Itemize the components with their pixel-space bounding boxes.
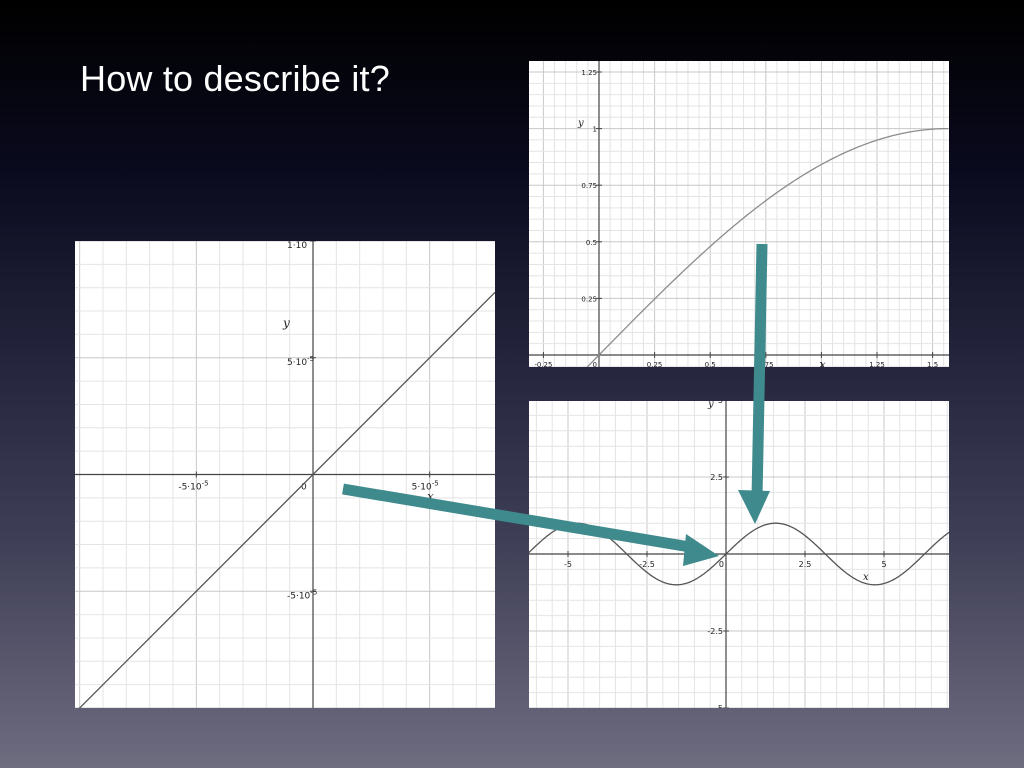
- linear-x-tick-label: 5·10-5: [412, 480, 439, 493]
- quarter-x-tick-label: 0: [593, 361, 597, 367]
- quarter-x-axis-label: x: [820, 360, 826, 367]
- chart-sine-quarter: -0.25 0 0.25 0.5 0.75 1 1.25 1.5 0.25 0.5 0.75 1 1.2…: [529, 61, 949, 367]
- quarter-y-tick-label: 0.75: [581, 182, 597, 190]
- quarter-x-tick-label: 1: [819, 361, 823, 367]
- quarter-grid: [529, 61, 949, 367]
- quarter-y-tick-label: 0.5: [586, 239, 597, 247]
- chart-sine-wide: -5 -2.5 0 2.5 5 5 2.5 -2.5 -5 y x: [529, 401, 949, 708]
- linear-y-tick-label: -5·10-5: [287, 588, 317, 601]
- quarter-series-line: [586, 127, 949, 367]
- linear-y-tick-label: 5·10-5: [287, 355, 314, 368]
- linear-y-tick-label: 1·10: [287, 241, 307, 251]
- chart-sine-quarter-svg: -0.25 0 0.25 0.5 0.75 1 1.25 1.5 0.25 0.5 0.75 1 1.2…: [529, 61, 949, 367]
- quarter-x-tick-label: 1.25: [869, 361, 885, 367]
- wide-y-tick-label: 5: [718, 401, 723, 405]
- linear-x-tick-label: 0: [301, 483, 307, 493]
- quarter-y-tick-label: 1: [593, 126, 597, 134]
- wide-x-axis-label: x: [863, 572, 869, 583]
- quarter-x-tick-label: -0.25: [534, 361, 552, 367]
- wide-x-tick-label: -5: [564, 560, 572, 569]
- linear-x-tick-label: -5·10-5: [178, 480, 208, 493]
- quarter-x-tick-label: 1.5: [927, 361, 938, 367]
- quarter-y-tick-label: 1.25: [581, 69, 597, 77]
- wide-x-tick-label: 5: [881, 560, 886, 569]
- quarter-x-tick-label: 0.25: [647, 361, 663, 367]
- wide-y-tick-label: -2.5: [707, 627, 723, 636]
- linear-x-axis-label: x: [427, 490, 434, 504]
- wide-x-tick-label: 0: [719, 560, 724, 569]
- wide-y-tick-label: 2.5: [710, 473, 723, 482]
- chart-linear-zoomed: -5·10-5 0 5·10-5 1·10 5·10-5 -5·10-5 y x: [75, 241, 495, 708]
- linear-series-line: [78, 291, 495, 708]
- wide-x-tick-label: 2.5: [799, 560, 812, 569]
- linear-y-axis-label: y: [282, 316, 290, 330]
- slide-title: How to describe it?: [80, 58, 390, 99]
- quarter-y-tick-label: 0.25: [581, 295, 597, 303]
- chart-sine-wide-svg: -5 -2.5 0 2.5 5 5 2.5 -2.5 -5 y x: [529, 401, 949, 708]
- wide-y-tick-label: -5: [715, 704, 723, 708]
- wide-x-tick-label: -2.5: [639, 560, 655, 569]
- quarter-x-tick-label: 0.75: [758, 361, 774, 367]
- chart-linear-zoomed-svg: -5·10-5 0 5·10-5 1·10 5·10-5 -5·10-5 y x: [75, 241, 495, 708]
- quarter-x-tick-label: 0.5: [705, 361, 716, 367]
- quarter-y-axis-label: y: [577, 118, 584, 129]
- wide-y-axis-label: y: [707, 401, 714, 410]
